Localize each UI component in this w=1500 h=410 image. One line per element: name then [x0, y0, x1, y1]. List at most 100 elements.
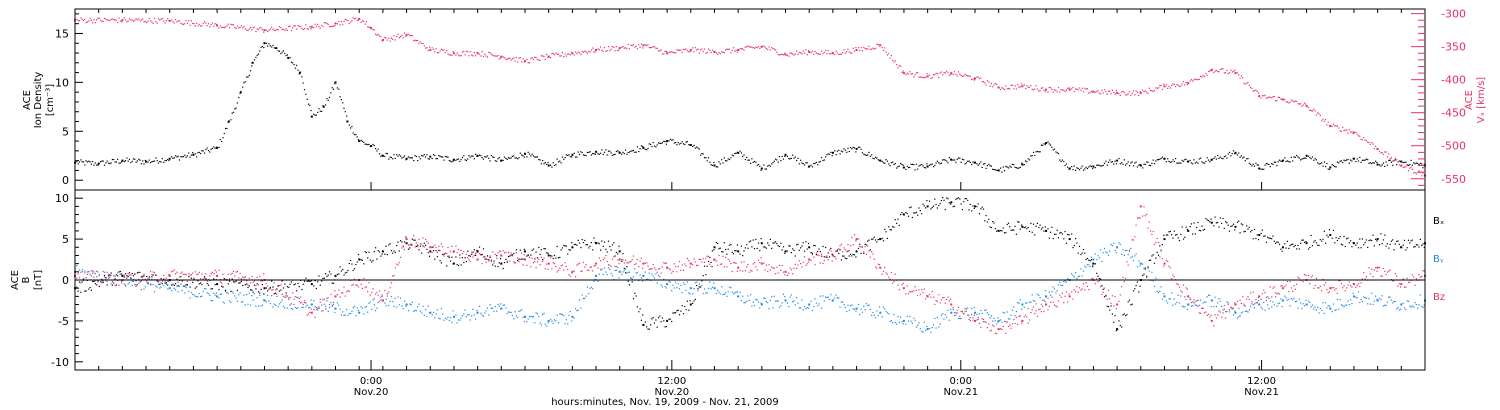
bz-trace-dot — [1123, 281, 1125, 283]
vx-trace-dot — [232, 24, 235, 26]
vx-trace-dot — [736, 51, 738, 53]
bx-trace-dot — [482, 248, 485, 250]
bz-trace-dot — [171, 271, 173, 273]
density-trace-dot — [568, 154, 570, 156]
bz-trace-dot — [306, 314, 308, 316]
density-trace-dot — [110, 162, 112, 164]
vx-trace-dot — [140, 19, 142, 21]
vx-point — [855, 49, 858, 51]
bz-trace-dot — [173, 269, 175, 271]
vx-trace-dot — [1009, 88, 1011, 90]
vx-trace-dot — [1227, 72, 1229, 75]
by-trace-dot — [267, 294, 269, 296]
vx-trace-dot — [1155, 87, 1157, 89]
vx-trace-dot — [1025, 88, 1027, 90]
density-trace-dot — [781, 155, 783, 158]
density-trace-dot — [890, 162, 892, 164]
bz-point — [476, 258, 479, 261]
bx-trace-dot — [1314, 240, 1316, 242]
vx-trace-dot — [511, 58, 513, 60]
bx-trace-dot — [146, 275, 148, 278]
vx-trace-dot — [201, 25, 203, 27]
bx-trace-dot — [1027, 226, 1029, 228]
density-trace-dot — [451, 161, 453, 163]
bz-trace-dot — [148, 277, 150, 279]
vx-trace-dot — [530, 58, 532, 60]
vx-trace-dot — [353, 18, 356, 20]
density-point — [571, 153, 574, 156]
density-trace-dot — [286, 54, 288, 56]
vx-trace-dot — [1410, 166, 1412, 168]
bx-trace-dot — [90, 289, 92, 291]
bz-trace-dot — [515, 252, 517, 254]
vx-trace-dot — [468, 55, 470, 57]
bz-point — [831, 254, 834, 257]
density-trace-dot — [577, 151, 579, 153]
bx-trace-dot — [717, 242, 719, 245]
density-point — [879, 159, 882, 162]
by-trace-dot — [368, 302, 370, 304]
by-trace-dot — [1296, 300, 1298, 302]
density-trace-dot — [994, 169, 996, 171]
density-trace-dot — [747, 159, 749, 161]
by-trace-dot — [80, 271, 82, 273]
bx-trace-dot — [121, 273, 123, 275]
vx-trace-dot — [188, 20, 190, 22]
vx-trace-dot — [823, 51, 825, 53]
bz-trace-dot — [782, 271, 785, 273]
bx-trace-dot — [1190, 223, 1192, 225]
bz-trace-dot — [632, 255, 635, 257]
bz-trace-dot — [925, 298, 927, 300]
by-trace-dot — [377, 302, 379, 304]
bx-trace-dot — [857, 247, 860, 249]
bx-trace-dot — [575, 243, 577, 246]
by-trace-dot — [1059, 281, 1061, 283]
density-trace-dot — [80, 159, 82, 161]
bz-trace-dot — [1100, 286, 1102, 288]
bz-trace-dot — [1084, 289, 1086, 291]
bz-trace-dot — [1080, 289, 1082, 291]
density-trace-dot — [77, 163, 79, 165]
vx-trace-dot — [652, 46, 654, 48]
vx-point — [358, 17, 361, 20]
vx-trace-dot — [1034, 88, 1036, 90]
bx-trace-dot — [1156, 251, 1158, 253]
density-trace-dot — [372, 143, 374, 146]
density-trace-dot — [885, 159, 887, 161]
bz-trace-dot — [1107, 289, 1110, 291]
by-trace-dot — [348, 313, 350, 315]
density-trace-dot — [1285, 160, 1287, 162]
vx-trace-dot — [436, 52, 438, 54]
bz-trace-dot — [961, 310, 963, 313]
density-trace-dot — [1384, 165, 1386, 167]
by-trace-dot — [640, 277, 642, 279]
by-trace-dot — [248, 292, 250, 294]
bx-trace-dot — [726, 253, 728, 255]
by-trace-dot — [788, 306, 790, 308]
vx-trace-dot — [1372, 143, 1374, 145]
density-trace-dot — [828, 153, 831, 155]
by-trace-dot — [1013, 306, 1015, 308]
vx-trace-dot — [882, 49, 885, 51]
vx-trace-dot — [1335, 125, 1337, 127]
vx-trace-dot — [939, 72, 941, 74]
density-trace-dot — [260, 46, 262, 48]
by-trace-dot — [396, 306, 398, 308]
vx-trace-dot — [109, 20, 111, 22]
density-point — [1045, 142, 1048, 144]
vx-trace-dot — [859, 49, 861, 51]
vx-trace-dot — [306, 28, 308, 30]
vx-trace-dot — [247, 29, 249, 32]
vx-trace-dot — [130, 19, 132, 21]
by-trace-dot — [811, 309, 813, 311]
bx-trace-dot — [88, 288, 90, 290]
by-trace-dot — [1389, 296, 1391, 298]
by-trace-dot — [852, 308, 854, 310]
by-trace-dot — [705, 292, 707, 294]
vx-trace-dot — [178, 20, 181, 22]
by-trace-dot — [151, 278, 153, 280]
by-trace-dot — [892, 322, 894, 324]
by-trace-dot — [1096, 258, 1098, 261]
vx-trace-dot — [814, 50, 816, 53]
vx-trace-dot — [89, 17, 91, 20]
